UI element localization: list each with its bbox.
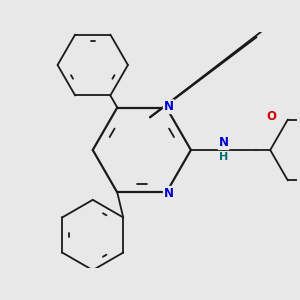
Text: N: N [164, 187, 174, 200]
Text: N: N [219, 136, 229, 149]
Text: N: N [164, 100, 174, 113]
Text: O: O [267, 110, 277, 123]
Text: H: H [219, 152, 228, 162]
